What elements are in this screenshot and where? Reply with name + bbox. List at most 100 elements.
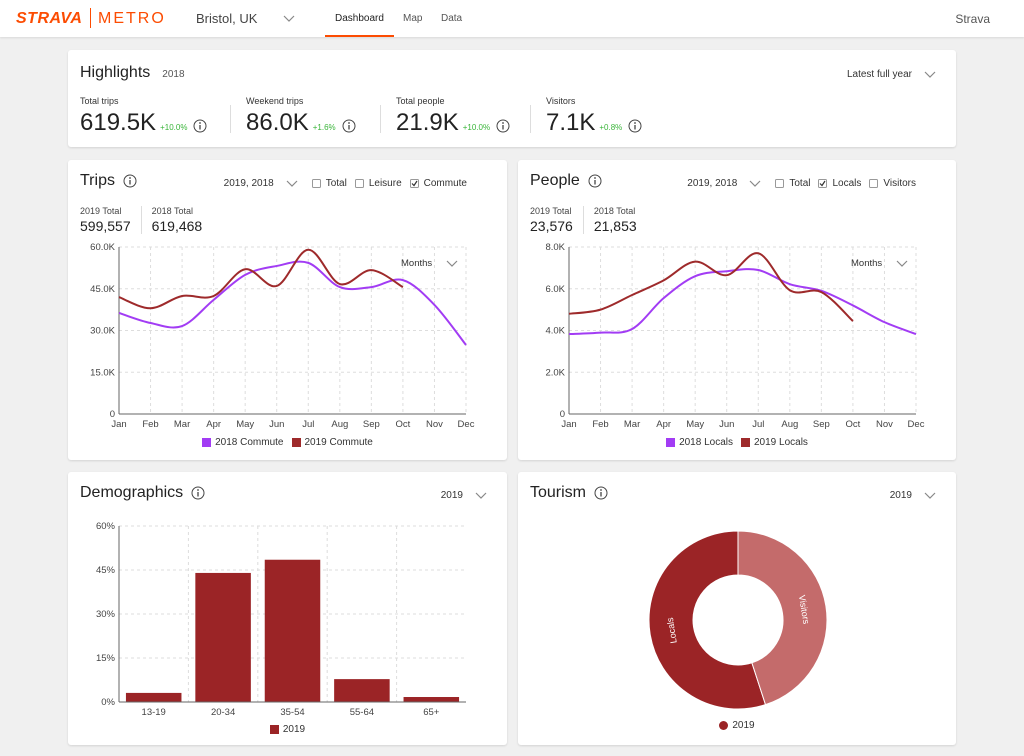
legend-item: 2019 Locals xyxy=(741,437,808,448)
filter-checkbox[interactable]: Commute xyxy=(409,178,467,189)
y-tick-label: 30% xyxy=(96,609,116,620)
x-tick-label: Mar xyxy=(624,419,640,430)
period: Latest full year xyxy=(846,69,912,80)
y-tick-label: 15% xyxy=(96,653,116,664)
stat-value: 21.9K xyxy=(396,109,459,136)
nav-tab[interactable]: Data xyxy=(441,13,463,24)
dropdown-chevron xyxy=(924,492,936,499)
legend-label: 2019 Locals xyxy=(754,437,808,448)
year-selector[interactable]: 2019 xyxy=(890,490,942,501)
interval-selector[interactable]: Months xyxy=(401,258,458,269)
filter-checkbox[interactable]: Locals xyxy=(818,178,861,189)
checkbox[interactable] xyxy=(818,179,828,188)
stat-value: 619.5K xyxy=(80,109,157,136)
year-selector[interactable]: 2019, 2018 xyxy=(224,178,304,189)
filter-label: Leisure xyxy=(368,178,402,189)
x-tick-label: Dec xyxy=(458,419,475,430)
line-series xyxy=(568,252,854,322)
total-label: 2019 Total xyxy=(80,206,122,216)
total: 2019 Total 599,557 xyxy=(80,206,141,234)
dropdown-chevron xyxy=(446,260,458,267)
info-dot xyxy=(593,177,596,179)
legend-label: 2018 Locals xyxy=(679,437,733,448)
interval: Months xyxy=(851,258,883,269)
stat-row: 7.1K +0.8% xyxy=(546,109,642,137)
y-tick-label: 30.0K xyxy=(90,326,115,337)
chevron-line xyxy=(446,260,458,267)
checkbox[interactable] xyxy=(311,179,321,188)
total-label: 2019 Total xyxy=(530,206,572,216)
chart-card: 0 2.0K 4.0K 6.0K 8.0K Jan Feb Mar Apr May Jun Jul Au… xyxy=(518,160,956,460)
x-tick-label: Jan xyxy=(561,419,576,430)
totals: 2019 Total 23,576 2018 Total 21,853 xyxy=(530,206,637,234)
year-selector[interactable]: 2019 xyxy=(441,490,493,501)
info-icon[interactable] xyxy=(588,174,602,188)
legend-item: 2019 xyxy=(269,724,305,735)
info-icon[interactable] xyxy=(342,119,356,133)
filter-label: Locals xyxy=(832,178,862,189)
total-value: 619,468 xyxy=(151,218,203,234)
info-circle xyxy=(191,486,205,500)
filter-checkbox[interactable]: Total xyxy=(311,178,347,189)
stat-row: 86.0K +1.6% xyxy=(246,109,356,137)
checkbox[interactable] xyxy=(354,179,364,188)
card-title: Trips xyxy=(80,172,115,189)
checkbox-box xyxy=(869,179,879,188)
brand: STRAVA xyxy=(16,10,83,27)
top-nav: STRAVA METRO Bristol, UK Dashboard Map Data St… xyxy=(0,0,1024,37)
filter-checkbox[interactable]: Visitors xyxy=(869,178,916,189)
donut-slice xyxy=(648,530,767,710)
checkbox-box xyxy=(354,179,364,188)
x-tick-label: Oct xyxy=(846,419,861,430)
x-tick-label: 55-64 xyxy=(350,707,374,718)
x-tick-label: May xyxy=(236,419,254,430)
y-tick-label: 45.0K xyxy=(90,284,115,295)
filter-checkbox[interactable]: Total xyxy=(775,178,810,189)
user-menu[interactable]: Strava xyxy=(955,12,990,26)
nav-tab[interactable]: Dashboard xyxy=(325,0,394,37)
chevron-line xyxy=(475,492,487,499)
brand-divider xyxy=(90,8,91,28)
interval-selector[interactable]: Months xyxy=(851,258,908,269)
year-selector[interactable]: 2019, 2018 xyxy=(687,178,767,189)
period-selector[interactable]: Latest full year xyxy=(847,69,936,80)
total: 2018 Total 619,468 xyxy=(140,206,203,234)
stat-change: +10.0% xyxy=(160,123,188,132)
info-icon[interactable] xyxy=(496,119,510,133)
year: 2019 xyxy=(440,490,463,501)
card-title: Demographics xyxy=(80,484,184,501)
info-icon[interactable] xyxy=(193,119,207,133)
x-tick-label: 20-34 xyxy=(211,707,235,718)
info-circle xyxy=(588,174,602,188)
filter-label: Commute xyxy=(423,178,467,189)
info-dot xyxy=(199,122,202,124)
info-icon[interactable] xyxy=(123,174,137,188)
info-icon[interactable] xyxy=(191,486,205,500)
info-icon[interactable] xyxy=(628,119,642,133)
info-circle xyxy=(342,119,356,133)
legend-item: 2019 Commute xyxy=(291,437,373,448)
card-header: Trips xyxy=(80,172,137,190)
chevron-line xyxy=(286,180,298,187)
y-tick-label: 8.0K xyxy=(545,242,565,253)
location-selector[interactable]: Bristol, UK xyxy=(196,11,295,26)
card-header: People xyxy=(530,172,602,190)
legend-label: 2018 Commute xyxy=(215,437,284,448)
dropdown-chevron xyxy=(475,492,487,499)
checkbox[interactable] xyxy=(775,179,785,188)
filter-checkbox[interactable]: Leisure xyxy=(354,178,402,189)
info-circle xyxy=(123,174,137,188)
info-icon[interactable] xyxy=(594,486,608,500)
x-tick-label: Oct xyxy=(396,419,411,430)
bar xyxy=(334,679,390,702)
highlights-year: 2018 xyxy=(162,69,185,80)
dropdown-chevron xyxy=(749,180,761,187)
checkbox[interactable] xyxy=(869,179,879,188)
nav-tab[interactable]: Map xyxy=(403,13,423,24)
card-header: Demographics xyxy=(80,484,205,502)
dropdown-chevron xyxy=(924,71,936,78)
stat-divider xyxy=(530,105,531,133)
year: 2019, 2018 xyxy=(687,178,738,189)
checkbox[interactable] xyxy=(409,179,419,188)
